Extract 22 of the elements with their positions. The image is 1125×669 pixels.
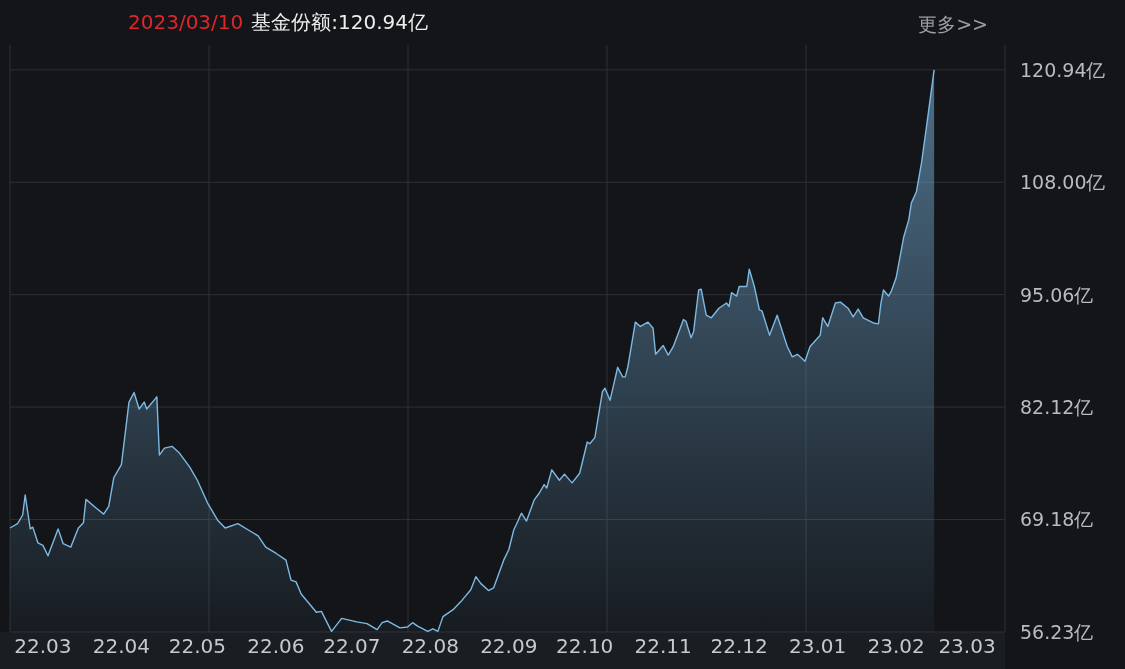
x-tick-label: 22.04 xyxy=(92,634,151,658)
chart-title: 2023/03/10 xyxy=(128,10,244,34)
y-tick-label: 95.06亿 xyxy=(1020,283,1094,306)
x-tick-label: 22.11 xyxy=(634,634,692,658)
x-tick-label: 22.03 xyxy=(14,634,72,658)
y-tick-label: 120.94亿 xyxy=(1020,58,1106,81)
y-tick-label: 82.12亿 xyxy=(1020,396,1094,419)
x-tick-label: 23.03 xyxy=(938,634,996,658)
y-tick-label: 56.23亿 xyxy=(1020,621,1094,643)
x-tick-label: 22.09 xyxy=(480,634,538,658)
x-tick-label: 23.01 xyxy=(789,634,847,658)
y-tick-label: 69.18亿 xyxy=(1020,508,1094,531)
chart-subtitle: 基金份额:120.94亿 xyxy=(251,10,428,34)
x-tick-label: 22.10 xyxy=(556,634,614,658)
text: 更多>> xyxy=(918,13,988,35)
x-tick-label: 23.02 xyxy=(867,634,925,658)
x-tick-label: 22.06 xyxy=(247,634,305,658)
x-tick-label: 22.05 xyxy=(168,634,226,658)
x-tick-label: 22.07 xyxy=(323,634,381,658)
x-tick-label: 22.12 xyxy=(710,634,768,658)
y-tick-label: 108.00亿 xyxy=(1020,171,1106,194)
x-tick-label: 22.08 xyxy=(401,634,459,658)
